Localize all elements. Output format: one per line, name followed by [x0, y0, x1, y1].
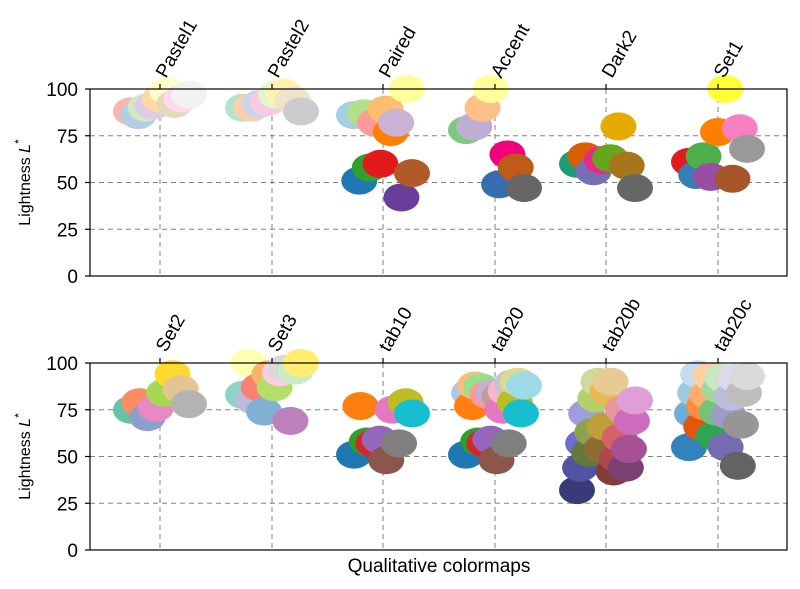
category-label-Accent: Accent: [487, 20, 535, 81]
point-Set1-6: [714, 164, 751, 193]
category-label-Pastel1: Pastel1: [152, 16, 202, 81]
point-tab20b-19: [617, 386, 653, 415]
x-axis-label: Qualitative colormaps: [348, 556, 531, 577]
series-Set2: [113, 360, 207, 432]
y-tick-label: 25: [57, 220, 78, 241]
point-tab20-19: [506, 371, 542, 400]
point-Set3-9: [272, 406, 309, 435]
point-tab20c-17: [722, 410, 759, 439]
y-axis-label: Lightness L*: [12, 139, 34, 226]
point-Set2-7: [171, 390, 207, 419]
category-label-Paired: Paired: [375, 23, 421, 81]
points: [113, 349, 765, 505]
point-Paired-8: [378, 108, 415, 137]
point-Set1-8: [729, 134, 765, 163]
category-label-Set2: Set2: [152, 311, 190, 355]
category-label-Pastel2: Pastel2: [264, 16, 314, 81]
point-Accent-7: [506, 174, 542, 203]
y-tick-label: 75: [57, 401, 78, 422]
point-tab20c-19: [729, 362, 765, 391]
category-label-Set1: Set1: [710, 37, 748, 81]
point-tab10-9: [394, 399, 430, 428]
series-Pastel2: [225, 78, 319, 126]
series-Dark2: [559, 112, 653, 203]
point-tab20b-11: [592, 367, 629, 396]
point-Paired-9: [383, 183, 420, 212]
panel-1: 0 25 50 75 100 Pastel1 Pastel2 Paired Accent Dark…: [12, 16, 788, 288]
point-tab10-1: [342, 392, 379, 421]
category-label-tab20: tab20: [487, 304, 529, 356]
point-tab20b-18: [613, 406, 650, 435]
y-tick-label: 0: [67, 541, 78, 562]
point-tab20b-0: [559, 476, 595, 505]
point-tab20b-17: [610, 435, 647, 464]
point-Paired-5: [362, 149, 399, 178]
point-tab10-7: [381, 429, 418, 458]
y-tick-label: 50: [57, 174, 78, 195]
series-Set1: [671, 75, 765, 193]
points: [113, 75, 765, 212]
y-tick-label: 100: [46, 80, 78, 101]
y-tick-label: 50: [57, 448, 78, 469]
panel-2: 0 25 50 75 100 Set2 Set3 tab10 tab20 tab20b tab20c…: [12, 295, 788, 562]
point-Pastel2-7: [283, 97, 319, 126]
point-Dark2-6: [608, 151, 645, 180]
category-label-Set3: Set3: [264, 311, 302, 355]
point-tab20-18: [502, 399, 539, 428]
point-Pastel1-8: [171, 80, 207, 109]
category-label-tab10: tab10: [375, 304, 417, 356]
series-tab20b: [559, 367, 653, 505]
point-Paired-11: [394, 159, 430, 188]
series-tab20c: [671, 360, 765, 480]
category-label-tab20b: tab20b: [598, 295, 645, 356]
y-tick-label: 0: [67, 267, 78, 288]
point-Dark2-7: [617, 174, 653, 203]
point-Dark2-5: [600, 112, 637, 141]
category-label-Dark2: Dark2: [598, 27, 642, 81]
series-tab20: [448, 367, 542, 475]
y-tick-label: 100: [46, 354, 78, 375]
y-axis-label: Lightness L*: [12, 413, 34, 500]
point-tab20-14: [490, 429, 527, 458]
category-label-tab20c: tab20c: [710, 296, 757, 356]
series-Paired: [336, 75, 430, 212]
series-tab10: [336, 388, 430, 475]
point-tab20c-16: [719, 451, 756, 480]
y-tick-label: 75: [57, 127, 78, 148]
series-Pastel1: [113, 76, 207, 130]
y-tick-label: 25: [57, 494, 78, 515]
